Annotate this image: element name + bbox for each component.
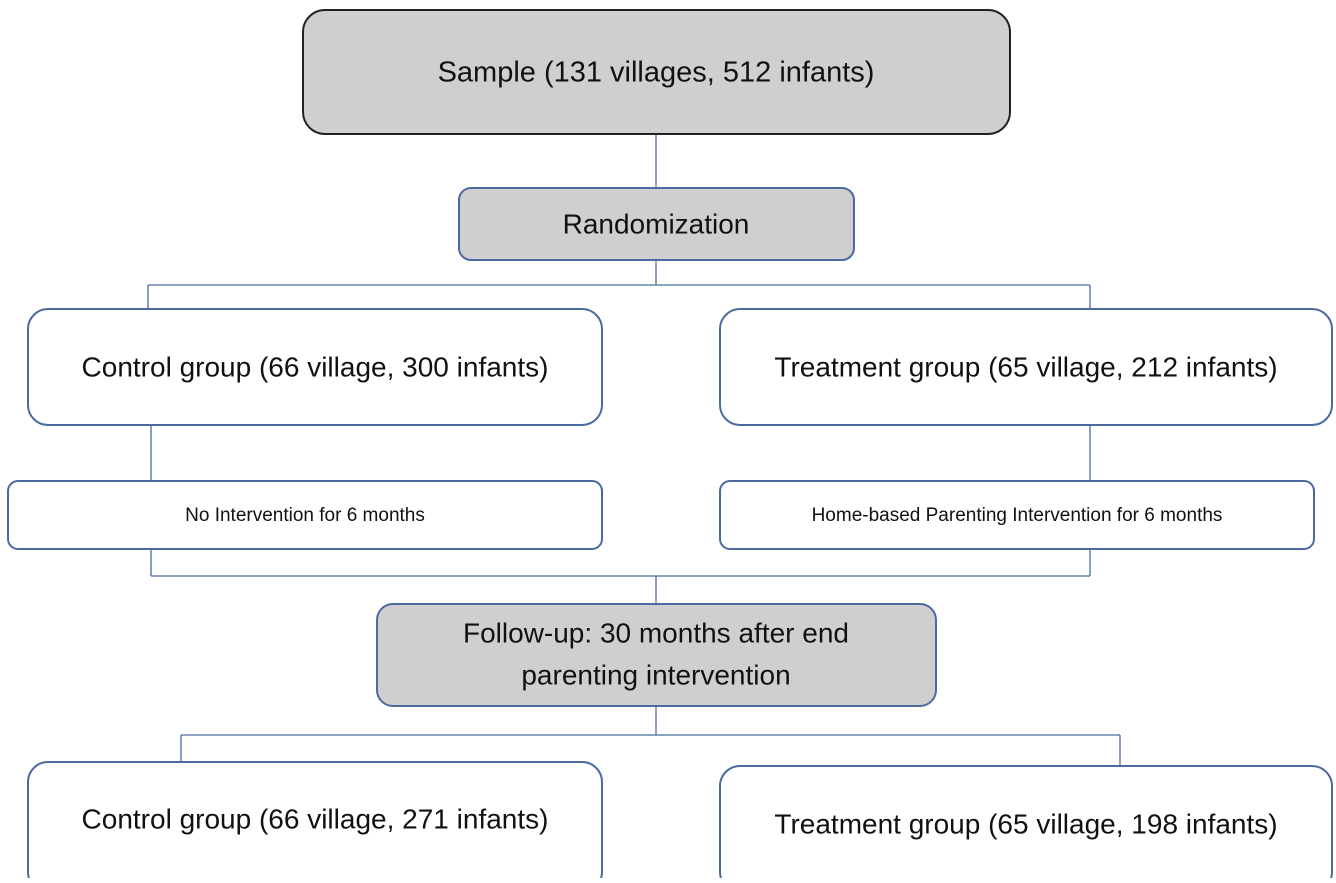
- node-label-line: Follow-up: 30 months after end: [463, 617, 849, 648]
- node-label: Control group (66 village, 271 infants): [82, 803, 549, 834]
- connectors: [147, 134, 1121, 766]
- node-sample: Sample (131 villages, 512 infants): [302, 9, 1011, 135]
- node-home-based: Home-based Parenting Intervention for 6 …: [719, 480, 1315, 550]
- node-label: Home-based Parenting Intervention for 6 …: [812, 505, 1223, 526]
- node-label: No Intervention for 6 months: [185, 505, 425, 526]
- node-label: Control group (66 village, 300 infants): [82, 351, 549, 382]
- node-label: Treatment group (65 village, 198 infants…: [774, 808, 1277, 839]
- node-control-2: Control group (66 village, 271 infants): [27, 761, 603, 883]
- node-randomization: Randomization: [458, 187, 855, 261]
- node-no-intervention: No Intervention for 6 months: [7, 480, 603, 550]
- node-label: Treatment group (65 village, 212 infants…: [774, 351, 1277, 382]
- node-treatment-1: Treatment group (65 village, 212 infants…: [719, 308, 1333, 426]
- node-control-1: Control group (66 village, 300 infants): [27, 308, 603, 426]
- node-label: Randomization: [563, 208, 750, 239]
- node-label-line: parenting intervention: [521, 659, 790, 690]
- node-treatment-2: Treatment group (65 village, 198 infants…: [719, 765, 1333, 883]
- node-follow-up: Follow-up: 30 months after end parenting…: [376, 603, 937, 707]
- node-label: Sample (131 villages, 512 infants): [438, 57, 875, 89]
